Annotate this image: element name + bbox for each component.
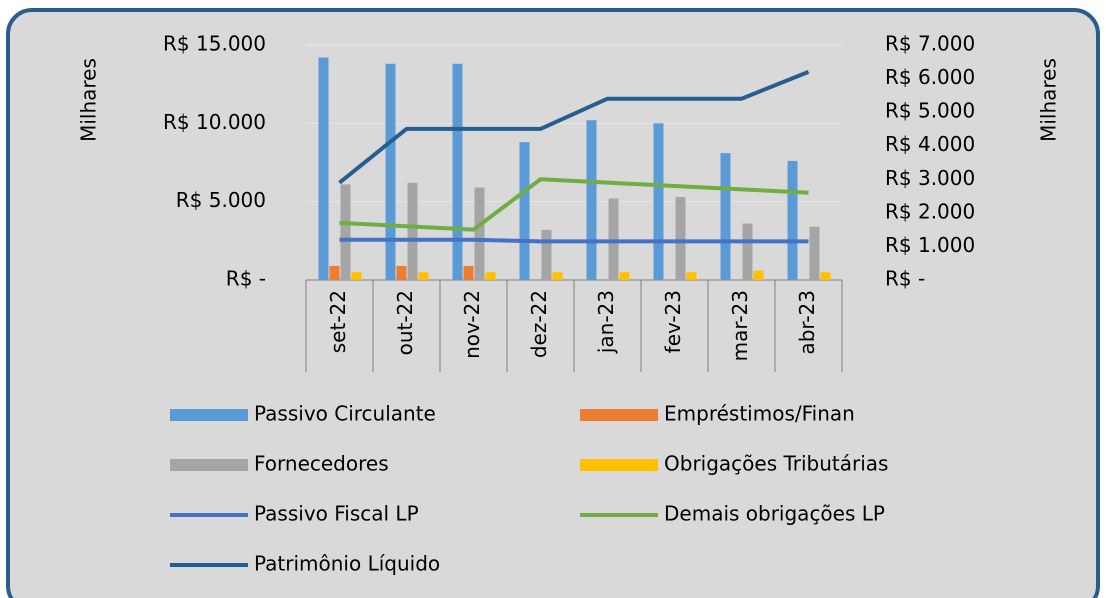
bar — [418, 272, 429, 280]
y2-tick-label: R$ 6.000 — [885, 65, 975, 89]
bar — [619, 272, 630, 280]
line — [339, 237, 809, 244]
chart-frame — [6, 8, 1100, 598]
x-tick-label: mar-23 — [728, 290, 752, 361]
bar — [809, 226, 820, 280]
legend-swatch — [170, 409, 248, 421]
bar — [519, 142, 530, 280]
y-tick-label: R$ 5.000 — [176, 188, 266, 212]
y2-tick-label: R$ - — [885, 267, 925, 291]
y2-tick-label: R$ 1.000 — [885, 233, 975, 257]
bar — [351, 272, 362, 280]
y-tick-label: R$ 10.000 — [163, 110, 266, 134]
bar — [720, 153, 731, 280]
bar — [742, 223, 753, 280]
legend-swatch — [170, 459, 248, 471]
x-tick-label: jan-23 — [594, 290, 618, 354]
x-tick-label: set-22 — [326, 290, 350, 353]
bar — [407, 182, 418, 280]
bar — [787, 160, 798, 280]
bar — [552, 272, 563, 280]
y2-tick-label: R$ 3.000 — [885, 166, 975, 190]
x-tick-label: abr-23 — [795, 290, 819, 355]
y-axis-title: Milhares — [77, 58, 101, 142]
bar — [396, 265, 407, 280]
legend-label: Demais obrigações LP — [664, 502, 885, 526]
bar — [329, 265, 340, 280]
legend-label: Fornecedores — [254, 452, 389, 476]
x-tick-label: dez-22 — [527, 290, 551, 358]
y2-tick-label: R$ 2.000 — [885, 199, 975, 223]
bar — [753, 270, 764, 280]
legend-swatch — [580, 409, 658, 421]
y2-tick-label: R$ 5.000 — [885, 99, 975, 123]
bar — [675, 196, 686, 280]
legend-label: Empréstimos/Finan — [664, 402, 855, 426]
bar — [686, 272, 697, 280]
y2-tick-label: R$ 4.000 — [885, 132, 975, 156]
y-tick-label: R$ 15.000 — [163, 32, 266, 56]
bar — [452, 63, 463, 280]
line — [339, 177, 809, 232]
bar — [820, 272, 831, 280]
legend-label: Obrigações Tributárias — [664, 452, 888, 476]
y2-axis-title: Milhares — [1037, 58, 1061, 142]
bar — [653, 123, 664, 280]
legend-label: Passivo Circulante — [254, 402, 436, 426]
bar — [485, 272, 496, 280]
bar — [586, 120, 597, 280]
bar — [474, 187, 485, 280]
line — [338, 70, 810, 185]
bar — [608, 198, 619, 280]
legend-swatch — [580, 459, 658, 471]
bar — [541, 229, 552, 280]
x-tick-label: out-22 — [393, 290, 417, 355]
bar — [340, 184, 351, 280]
bar — [463, 265, 474, 280]
bar — [385, 63, 396, 280]
x-tick-label: fev-23 — [661, 290, 685, 353]
legend-label: Passivo Fiscal LP — [254, 502, 419, 526]
y2-tick-label: R$ 7.000 — [885, 32, 975, 56]
legend-label: Patrimônio Líquido — [254, 552, 440, 576]
y-tick-label: R$ - — [226, 267, 266, 291]
bar — [318, 57, 329, 281]
x-tick-label: nov-22 — [460, 290, 484, 359]
